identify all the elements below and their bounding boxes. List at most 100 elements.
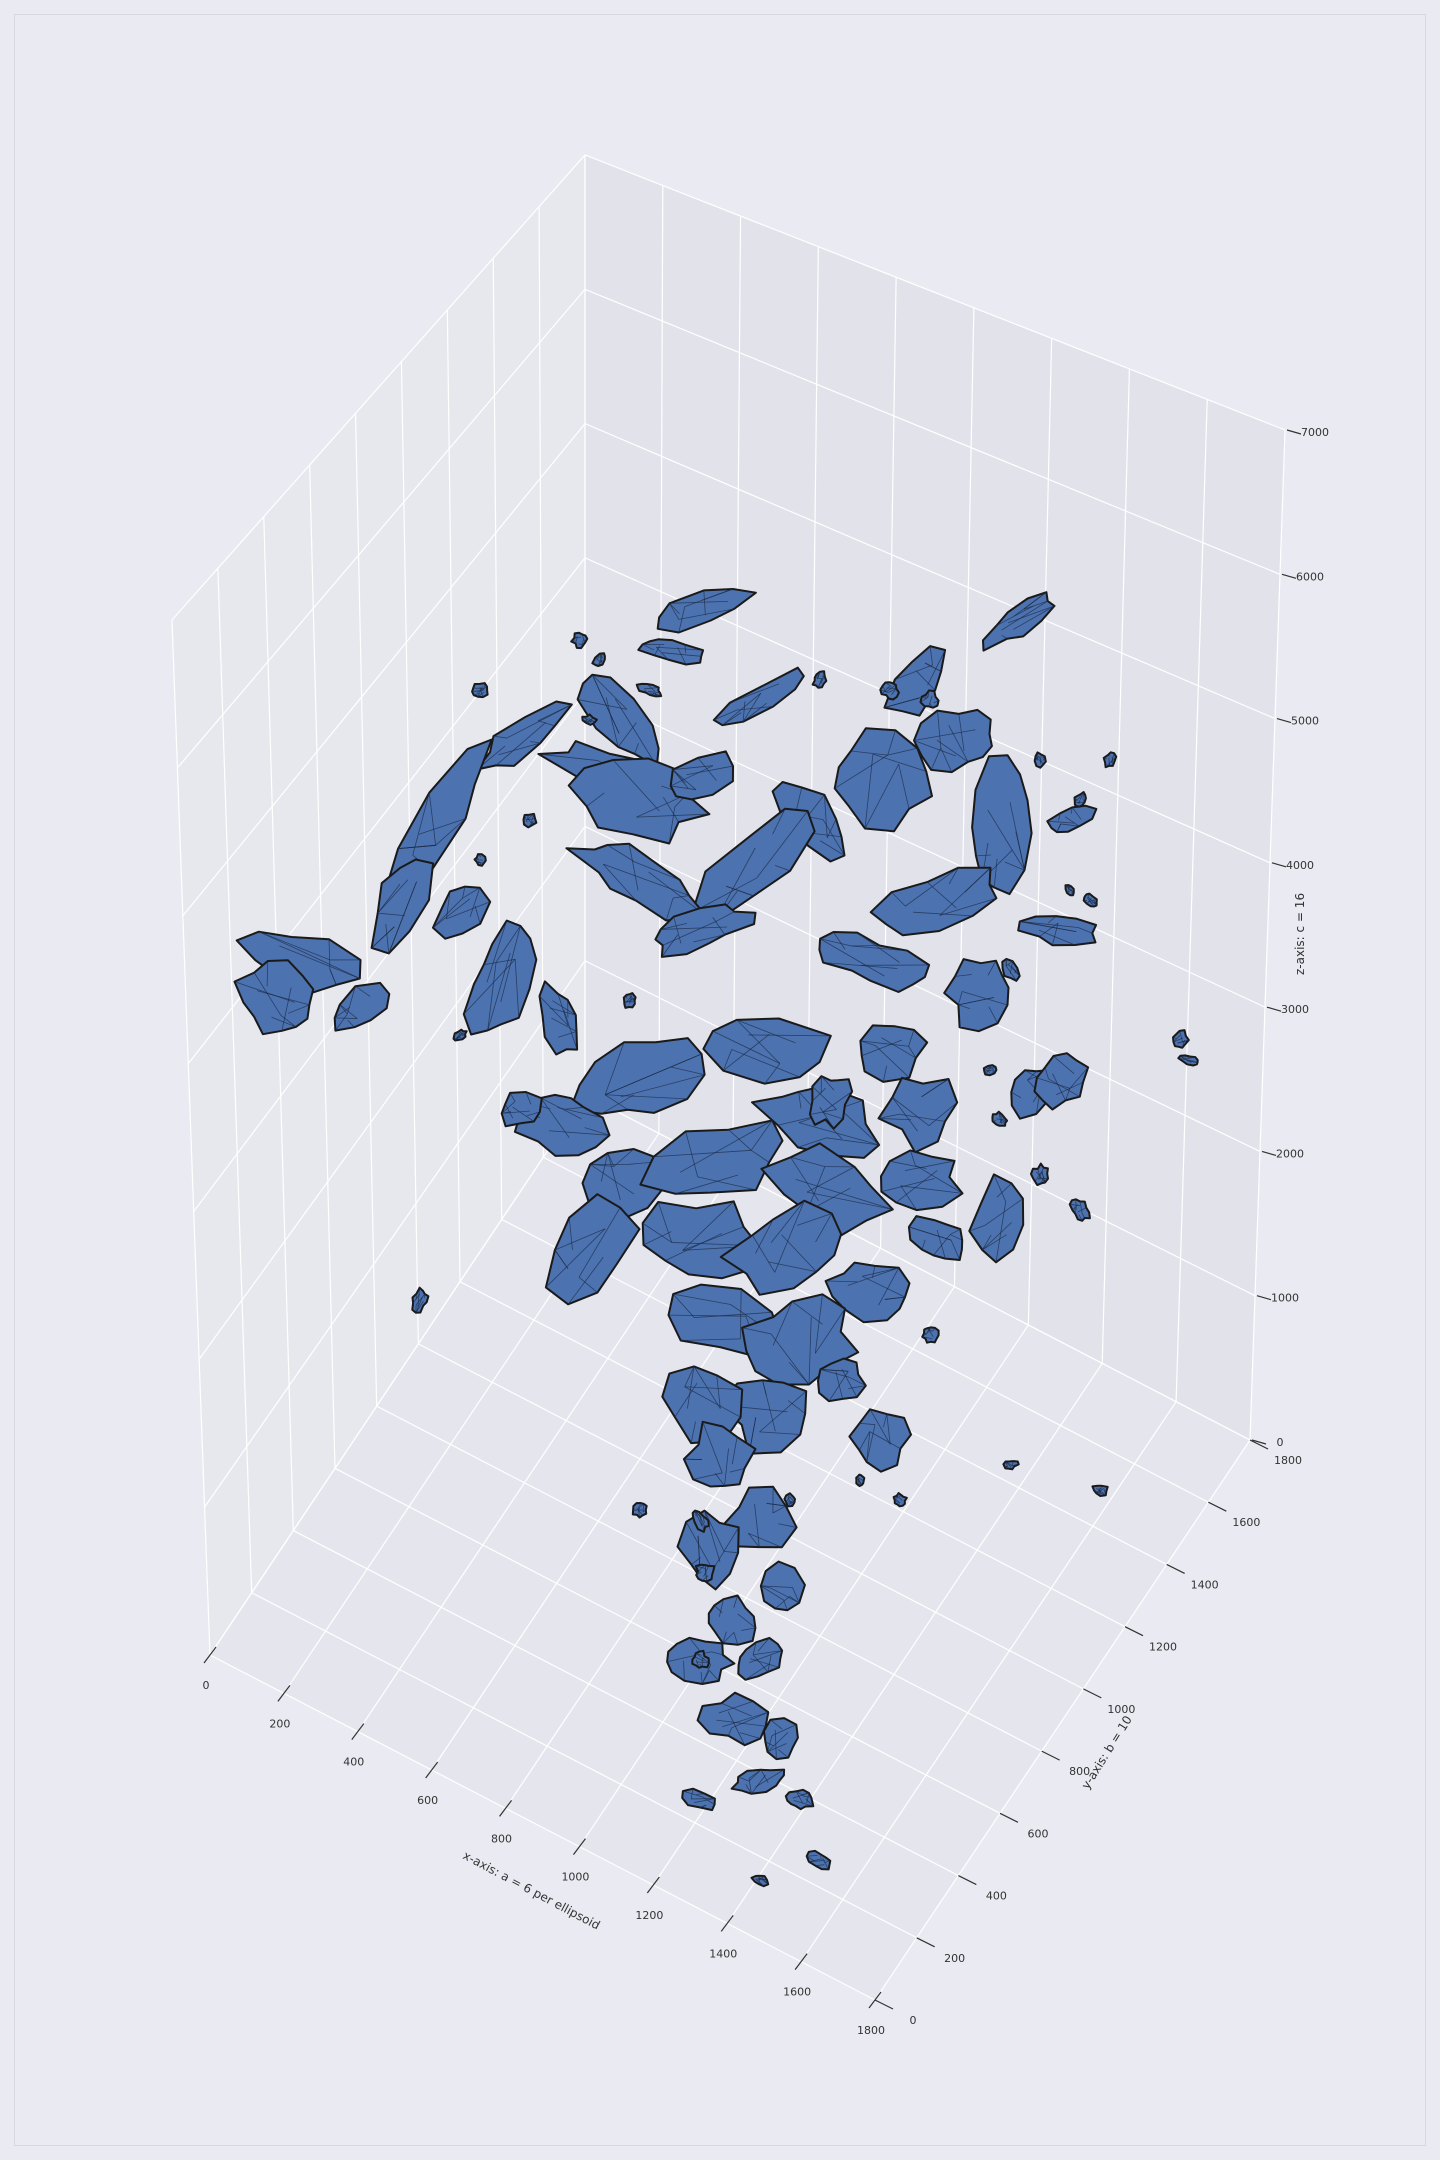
y-tick-mark (874, 1999, 894, 2010)
surface-blob (721, 1485, 798, 1549)
surface-blob (877, 1076, 959, 1154)
z-tick-mark (1271, 862, 1287, 868)
surface-blob (818, 931, 931, 993)
x-tick-mark (720, 1914, 734, 1932)
z-tick-mark (1286, 429, 1302, 435)
y-tick-label: 1000 (1107, 1703, 1135, 1716)
surface-blob (719, 1199, 843, 1296)
surface-blob (691, 1649, 710, 1669)
surface-blob (762, 1717, 799, 1761)
surface-blob (462, 919, 538, 1036)
surface-blob (879, 681, 900, 701)
surface-blob (591, 652, 606, 667)
z-tick-mark (1266, 1006, 1282, 1012)
y-tick-label: 1400 (1191, 1578, 1219, 1591)
y-tick-mark (1249, 1439, 1269, 1450)
surface-blob (707, 1594, 757, 1646)
z-tick-mark (1261, 1150, 1277, 1157)
surface-blob (892, 1492, 908, 1508)
surface-blob (855, 1473, 866, 1487)
x-tick-mark (351, 1723, 365, 1741)
surface-blob (682, 1420, 757, 1488)
surface-blob (811, 670, 828, 689)
surface-blob (500, 1091, 543, 1128)
x-tick-label: 1600 (783, 1986, 811, 1999)
surface-blob (581, 713, 598, 726)
z-tick-label: 6000 (1296, 570, 1324, 583)
surface-blob (919, 689, 940, 709)
surface-blob (824, 1261, 911, 1324)
x-axis-label: x-axis: a = 6 per ellipsoid (461, 1848, 603, 1932)
surface-blob (783, 1492, 796, 1508)
surface-blob (1033, 751, 1047, 769)
surface-blob (907, 1215, 964, 1261)
y-tick-mark (916, 1937, 935, 1948)
surface-blob (333, 981, 391, 1032)
x-tick-mark (794, 1953, 808, 1971)
surface-blob (452, 1028, 468, 1042)
y-tick-mark (1083, 1688, 1102, 1699)
x-tick-label: 800 (491, 1832, 512, 1845)
surface-blob (1001, 957, 1021, 982)
surface-blob (730, 1768, 786, 1795)
y-tick-label: 400 (986, 1890, 1007, 1903)
surface-blob (522, 812, 538, 829)
y-tick-mark (958, 1875, 977, 1886)
surface-blob (880, 1149, 964, 1212)
surface-blob (639, 1119, 784, 1195)
surface-blob (235, 930, 362, 994)
surface-blob (982, 591, 1056, 652)
surface-blob (432, 885, 492, 940)
y-tick-mark (1208, 1501, 1227, 1512)
surface-blob (1033, 1052, 1090, 1111)
y-tick-mark (1166, 1563, 1185, 1574)
surface-blob (702, 1017, 832, 1085)
surface-blob (859, 1024, 929, 1083)
z-tick-label: 5000 (1291, 715, 1319, 728)
y-tick-mark (999, 1812, 1019, 1823)
surface-blob (759, 1560, 806, 1612)
z-tick-mark (1251, 1439, 1267, 1445)
x-tick-mark (499, 1799, 513, 1817)
x-tick-label: 1400 (709, 1947, 737, 1960)
axis-ticks: 0 200 400 600 800 1000 1200 1400 1600 1800 0 200 400… (203, 426, 1330, 2037)
surface-blob (473, 853, 487, 867)
z-tick-mark (1276, 717, 1292, 724)
surface-blob (570, 631, 589, 650)
y-tick-label: 600 (1028, 1827, 1049, 1840)
z-tick-label: 3000 (1281, 1003, 1309, 1016)
surface-blob (233, 959, 315, 1036)
surface-blob (471, 682, 489, 699)
surface-blob (1064, 884, 1075, 897)
y-tick-mark (1124, 1626, 1144, 1637)
surface-blob (681, 1787, 716, 1812)
z-tick-label: 1000 (1271, 1292, 1299, 1305)
x-tick-mark (425, 1761, 439, 1779)
surface-blob (622, 992, 637, 1009)
surface-blob (1017, 915, 1098, 947)
y-tick-label: 0 (910, 2014, 917, 2027)
surface-blob (691, 1509, 710, 1533)
surface-blob (848, 1408, 912, 1473)
y-tick-label: 1800 (1274, 1454, 1302, 1467)
surface-blob (1002, 1460, 1020, 1471)
surface-blob (654, 903, 757, 958)
surface-blob (694, 1563, 716, 1583)
z-tick-label: 2000 (1276, 1147, 1304, 1160)
y-tick-label: 1200 (1149, 1641, 1177, 1654)
z-tick-label: 7000 (1301, 426, 1329, 439)
surface-blob (808, 1075, 854, 1130)
x-tick-label: 1800 (857, 2024, 885, 2037)
surface-blob (943, 958, 1010, 1033)
x-tick-label: 400 (343, 1756, 364, 1769)
surface-blob (669, 750, 734, 801)
surface-blob (1177, 1054, 1199, 1067)
surface-blob (760, 1142, 894, 1237)
surface-blob (968, 1173, 1025, 1264)
surface-blob (1068, 1198, 1091, 1222)
surface-blob (1091, 1484, 1109, 1497)
surface-blob (1030, 1162, 1049, 1187)
surface-blob (696, 1691, 770, 1747)
surface-blob (538, 980, 579, 1056)
